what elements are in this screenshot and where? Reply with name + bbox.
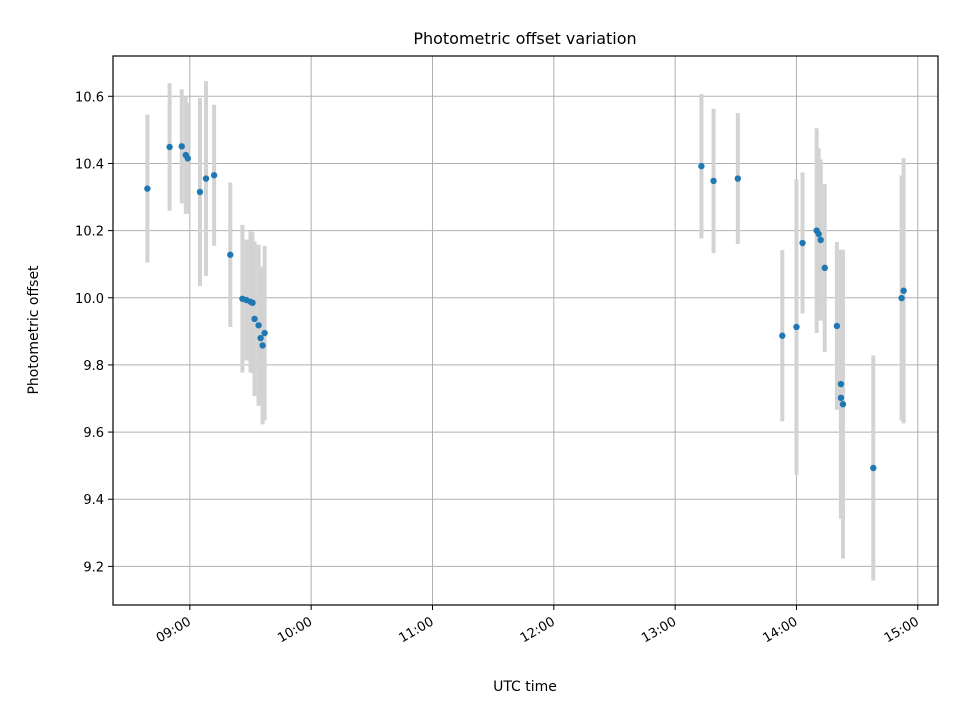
data-point — [821, 264, 828, 272]
data-point — [817, 236, 824, 244]
data-point — [837, 380, 845, 388]
data-point — [196, 188, 204, 196]
data-point — [144, 185, 151, 192]
data-point — [779, 332, 786, 339]
chart-title: Photometric offset variation — [413, 29, 636, 48]
data-point — [837, 394, 845, 402]
data-point — [898, 294, 905, 302]
y-tick-label: 9.4 — [83, 493, 104, 508]
data-point — [251, 315, 258, 323]
data-point — [257, 334, 264, 342]
plot-frame — [112, 55, 939, 606]
plot-area — [113, 56, 938, 605]
y-tick-label: 10.6 — [75, 90, 104, 105]
y-tick-label: 9.6 — [83, 426, 104, 441]
data-point — [734, 175, 742, 182]
y-axis-label: Photometric offset — [26, 265, 42, 395]
y-tick-label: 10.0 — [75, 292, 104, 307]
data-point — [261, 329, 268, 337]
data-point — [839, 401, 847, 408]
data-point — [166, 143, 173, 151]
data-point — [178, 143, 185, 150]
data-point — [259, 342, 266, 349]
data-point — [202, 175, 210, 182]
data-point — [698, 162, 705, 170]
data-point — [833, 322, 841, 330]
x-axis-label: UTC time — [493, 679, 557, 695]
data-point — [710, 177, 717, 185]
data-point — [799, 239, 806, 247]
data-point — [815, 230, 822, 238]
y-tick-label: 10.2 — [75, 225, 104, 240]
y-tick-label: 9.2 — [83, 560, 104, 575]
data-point — [900, 287, 907, 294]
grid — [113, 56, 938, 605]
data-point — [210, 172, 218, 179]
data-point — [249, 299, 256, 306]
data-point — [227, 251, 234, 258]
data-points — [144, 143, 907, 472]
data-point — [184, 155, 192, 162]
data-point — [255, 322, 262, 329]
y-tick-label: 9.8 — [83, 359, 104, 374]
y-tick-label: 10.4 — [75, 157, 104, 172]
y-axis-ticks: 9.2 9.4 9.6 9.8 10.0 10.2 10.4 10.6 — [75, 90, 113, 575]
data-point — [870, 464, 877, 472]
data-point — [793, 323, 800, 331]
